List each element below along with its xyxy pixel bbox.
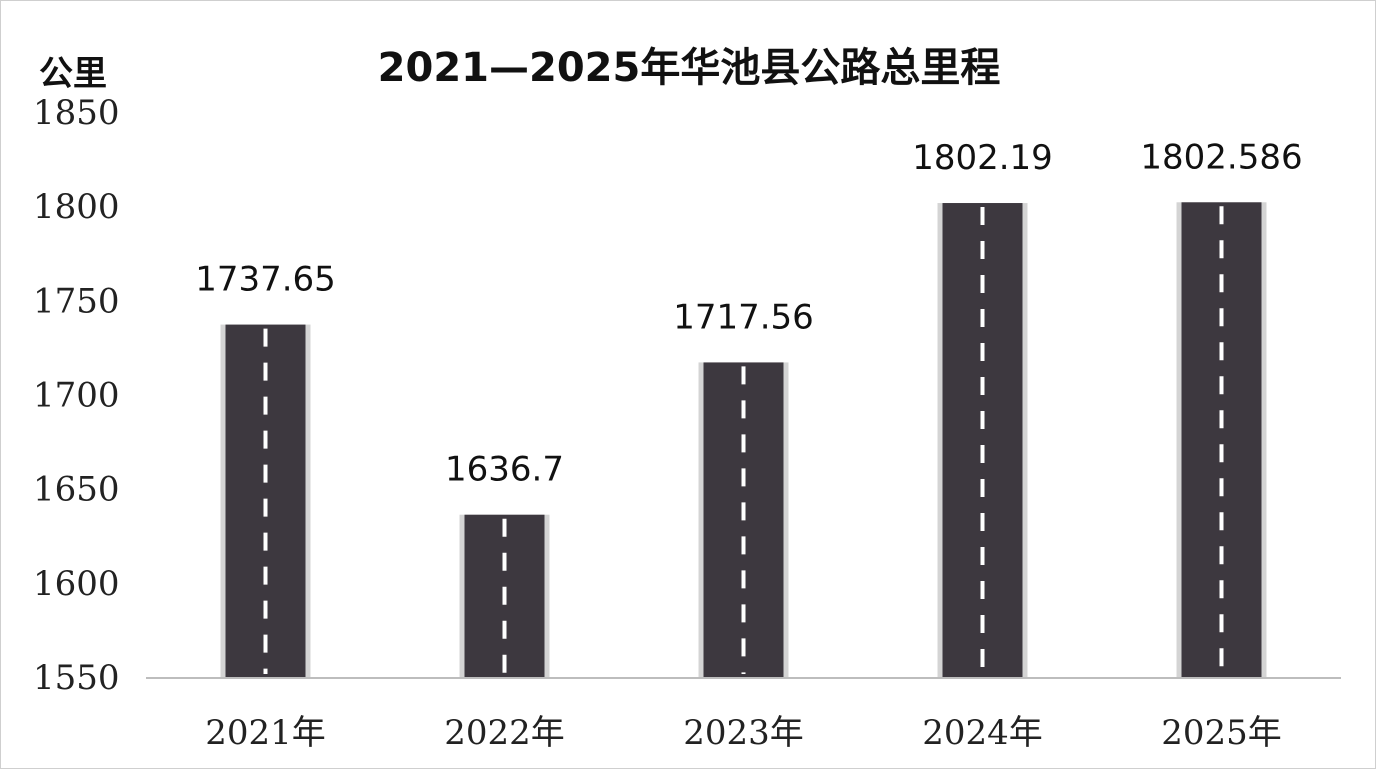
data-label: 1802.586 (1140, 137, 1302, 177)
data-label: 1802.19 (912, 138, 1053, 178)
bar (937, 203, 1028, 678)
data-label: 1717.56 (673, 297, 814, 337)
x-tick-label: 2023年 (683, 713, 804, 753)
bar (1176, 202, 1267, 678)
bar (698, 362, 789, 678)
x-tick-label: 2025年 (1161, 713, 1282, 753)
bar (220, 324, 311, 678)
y-tick-label: 1800 (33, 187, 120, 227)
y-axis: 1550 1600 1650 1700 1750 1800 1850 (33, 93, 120, 698)
chart-title: 2021—2025年华池县公路总里程 (378, 45, 1001, 91)
y-tick-label: 1550 (33, 658, 120, 698)
y-tick-label: 1700 (33, 376, 120, 416)
x-tick-label: 2024年 (922, 713, 1043, 753)
y-tick-label: 1650 (33, 470, 120, 510)
x-tick-label: 2021年 (205, 713, 326, 753)
y-tick-label: 1850 (33, 93, 120, 133)
data-label: 1636.7 (445, 450, 564, 490)
y-tick-label: 1600 (33, 564, 120, 604)
x-tick-label: 2022年 (444, 713, 565, 753)
bar-body (1181, 202, 1262, 678)
y-axis-unit-label: 公里 (39, 54, 107, 94)
x-axis: 2021年 2022年 2023年 2024年 2025年 (146, 677, 1341, 753)
y-tick-label: 1750 (33, 281, 120, 321)
bar-body (942, 203, 1023, 678)
data-labels: 1737.65 1636.7 1717.56 1802.19 1802.586 (195, 137, 1302, 489)
data-label: 1737.65 (195, 260, 336, 300)
bars (220, 202, 1267, 678)
bar (459, 514, 550, 678)
